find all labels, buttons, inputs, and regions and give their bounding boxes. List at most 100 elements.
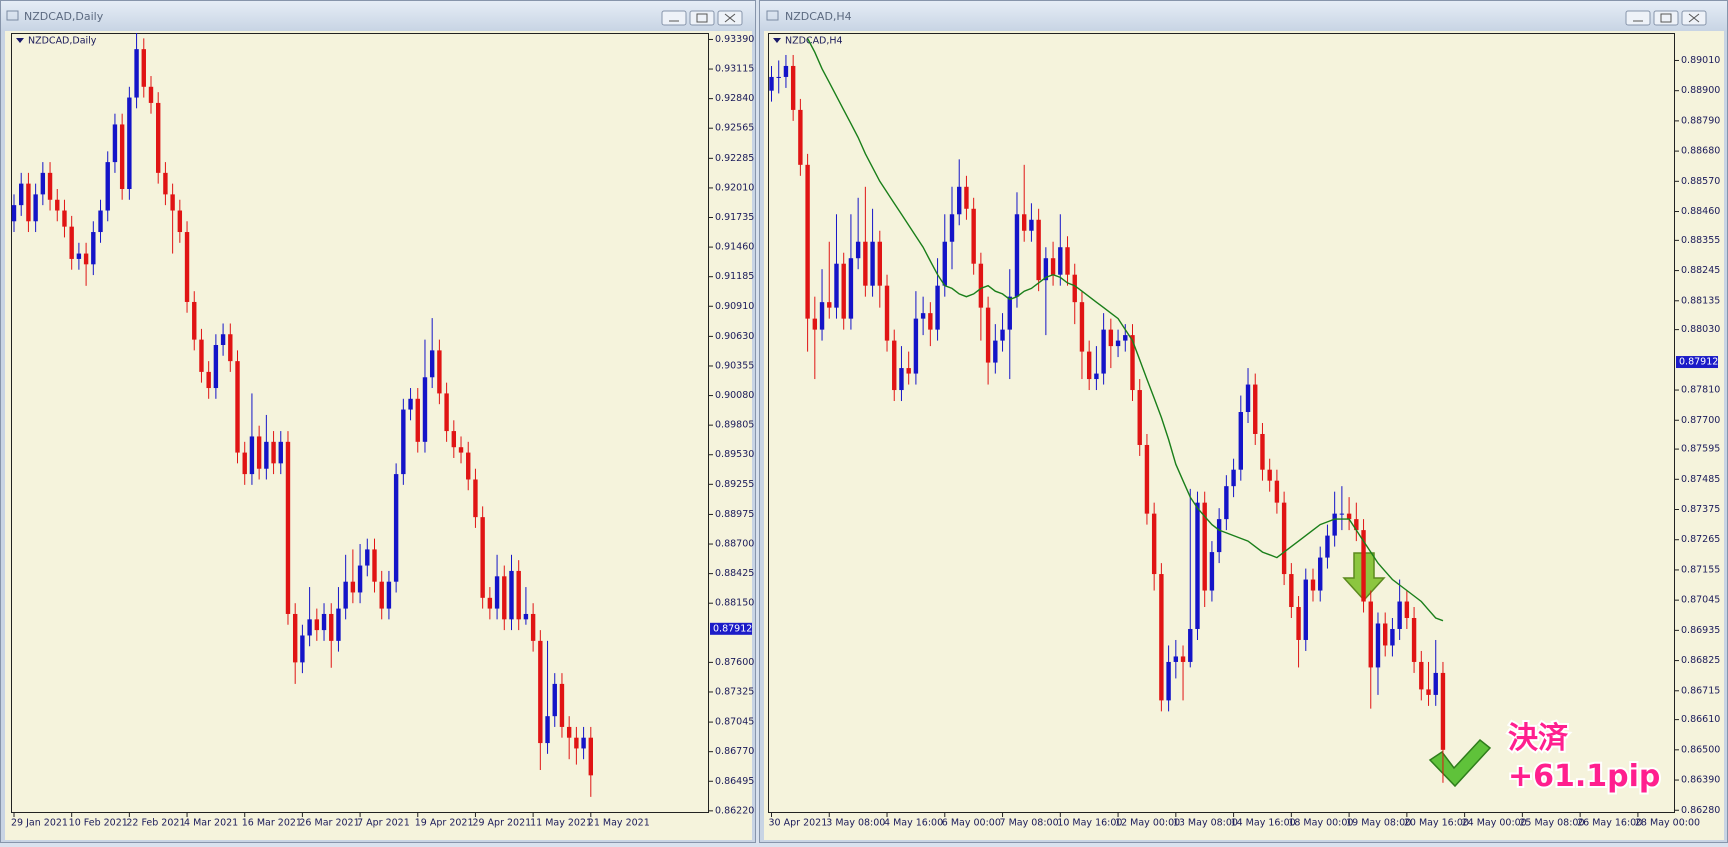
candle-body (206, 371, 211, 389)
candle-body (812, 318, 818, 330)
window-icon (766, 10, 779, 21)
menu-triangle[interactable] (16, 38, 24, 43)
candle-body (134, 49, 139, 98)
candle-body (256, 436, 262, 469)
x-tick-label: 29 Jan 2021 (11, 818, 68, 829)
y-tick-label: 0.91460 (715, 242, 754, 253)
maximize-button[interactable] (689, 10, 715, 26)
minimize-button[interactable] (661, 10, 687, 26)
candle-body (300, 635, 305, 663)
candle-body (1159, 574, 1164, 701)
candle-body (112, 124, 118, 163)
x-tick-label: 22 Feb 2021 (126, 818, 185, 829)
candle-body (1144, 444, 1150, 514)
candle-body (1209, 552, 1215, 591)
y-tick-label: 0.86390 (1681, 775, 1720, 786)
y-tick-label: 0.92285 (715, 153, 754, 164)
candle-body (292, 613, 298, 663)
y-tick-label: 0.86715 (1681, 685, 1720, 696)
candle-body (978, 263, 984, 308)
candle-body (949, 214, 955, 242)
candle-body (1289, 574, 1294, 608)
candle-body (588, 737, 593, 776)
candle-body (1346, 513, 1352, 520)
candle-body (1339, 513, 1345, 515)
y-tick-label: 0.90910 (715, 301, 754, 312)
candle-body (985, 307, 991, 363)
y-tick-label: 0.87325 (715, 686, 754, 697)
candle-body (307, 619, 312, 636)
candle-body (1238, 412, 1243, 470)
candle-body (220, 334, 226, 345)
candle-body (566, 726, 572, 738)
candle-body (1043, 258, 1049, 281)
candle-body (1188, 628, 1193, 662)
candle-body (1354, 519, 1359, 531)
x-tick-label: 4 May 16:00 (884, 818, 943, 829)
y-tick-label: 0.88245 (1681, 265, 1720, 276)
candle-body (379, 581, 384, 609)
x-tick-label: 30 Apr 2021 (769, 818, 828, 829)
candle-body (170, 194, 175, 211)
candle-body (141, 49, 146, 87)
candle-body (502, 576, 507, 620)
title-bar (1, 1, 755, 31)
candle-body (790, 65, 796, 110)
candle-body (264, 441, 269, 469)
candle-body (473, 479, 478, 518)
title-bar (760, 1, 1727, 31)
minimize-button[interactable] (1625, 10, 1651, 26)
chart-label: NZDCAD,Daily (28, 36, 97, 47)
candle-body (480, 517, 485, 598)
candle-body (451, 431, 457, 448)
candle-body (228, 334, 233, 362)
candle-body (1253, 384, 1258, 434)
y-tick-label: 0.88570 (1681, 176, 1720, 187)
x-tick-label: 21 May 2021 (588, 818, 650, 829)
candle-body (271, 441, 276, 464)
x-tick-label: 18 May 00:00 (1288, 818, 1353, 829)
candle-body (26, 183, 31, 222)
y-tick-label: 0.92565 (715, 123, 754, 134)
candle-body (1101, 329, 1106, 374)
x-tick-label: 7 Apr 2021 (357, 818, 410, 829)
candle-body (466, 452, 471, 480)
candle-body (1180, 656, 1186, 662)
maximize-button[interactable] (1653, 10, 1679, 26)
current-price-label: 0.87912 (1679, 357, 1718, 368)
candle-body (33, 194, 38, 222)
y-tick-label: 0.86220 (715, 805, 754, 816)
candle-body (1195, 502, 1200, 629)
candle-body (278, 441, 283, 464)
candle-body (1216, 519, 1222, 553)
y-tick-label: 0.91185 (715, 271, 754, 282)
candle-body (177, 210, 183, 233)
candle-body (935, 285, 940, 330)
candle-body (870, 241, 875, 286)
y-tick-label: 0.86280 (1681, 805, 1720, 816)
candle-body (581, 737, 586, 749)
window-h4: NZDCAD,H4 NZDCAD,H4 (759, 0, 1728, 843)
menu-triangle[interactable] (773, 38, 781, 43)
y-tick-label: 0.87485 (1681, 474, 1720, 485)
candle-body (148, 86, 154, 103)
candle-body (1224, 486, 1229, 520)
candle-body (1419, 661, 1424, 690)
y-tick-label: 0.87265 (1681, 534, 1720, 545)
candle-body (393, 474, 399, 582)
y-tick-label: 0.87595 (1681, 444, 1720, 455)
candle-body (357, 565, 363, 593)
x-tick-label: 14 May 16:00 (1231, 818, 1296, 829)
candle-body (235, 361, 240, 453)
candle-body (574, 737, 579, 749)
candle-body (841, 263, 846, 319)
candle-body (1411, 618, 1417, 662)
candle-body (1137, 390, 1142, 445)
candle-body (1303, 579, 1308, 640)
candle-body (1029, 219, 1034, 231)
y-tick-label: 0.89010 (1681, 55, 1720, 66)
candle-body (552, 683, 557, 717)
candle-body (242, 452, 247, 475)
candle-body (1267, 469, 1272, 481)
candle-body (1390, 628, 1395, 646)
